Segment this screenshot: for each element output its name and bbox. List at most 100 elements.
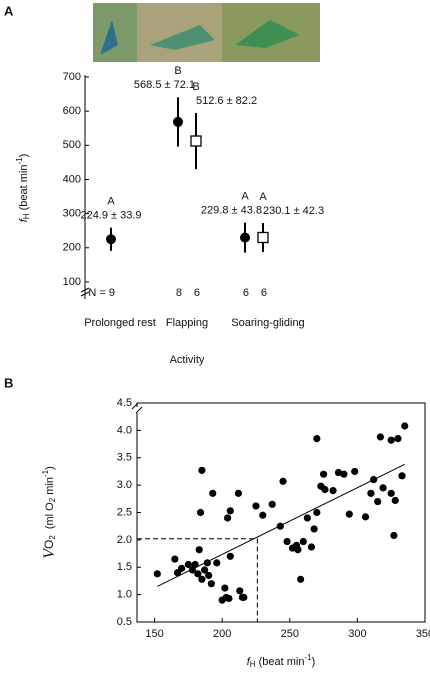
label-part: ) — [18, 154, 30, 158]
x-tick-label: 250 — [281, 628, 299, 640]
point — [195, 546, 203, 554]
point — [303, 514, 311, 522]
y-tick-label: 500 — [63, 139, 81, 151]
label-part: -1 — [41, 469, 50, 477]
break-gap — [133, 407, 141, 413]
y-tick-label: 3.5 — [117, 452, 132, 464]
point — [345, 510, 353, 518]
axis-break — [80, 287, 90, 293]
reference-line — [137, 538, 258, 622]
bird — [100, 20, 118, 55]
point — [240, 232, 250, 243]
point — [198, 466, 206, 474]
point — [387, 436, 395, 444]
x-tick-label: Prolonged rest — [84, 317, 156, 329]
y-axis-label: VO2(ml O2 min-1) — [41, 466, 58, 559]
point — [153, 570, 161, 578]
point — [297, 575, 305, 583]
point — [376, 433, 384, 441]
bird — [235, 20, 300, 48]
point — [294, 546, 302, 554]
point — [334, 468, 343, 477]
label-part: 2 — [48, 535, 57, 540]
point — [209, 489, 217, 497]
value-label: 224.9 ± 33.9 — [80, 210, 141, 222]
axis-break — [135, 406, 143, 414]
point — [310, 525, 318, 533]
point — [207, 580, 215, 588]
point — [234, 489, 243, 497]
point — [379, 484, 387, 492]
point — [283, 537, 291, 546]
photo — [137, 3, 222, 62]
point — [351, 467, 359, 476]
point — [205, 571, 213, 580]
point — [257, 231, 269, 244]
point — [171, 555, 179, 563]
point — [307, 543, 316, 551]
axis-break — [80, 291, 90, 297]
point — [223, 514, 232, 522]
point — [184, 560, 192, 569]
y-tick-label: 1.5 — [117, 561, 132, 573]
label-part: H — [22, 213, 31, 219]
y-tick-label: 2.0 — [117, 534, 132, 546]
point — [178, 564, 186, 572]
letter-label: A — [259, 191, 267, 203]
y-tick-label: 4.0 — [117, 424, 132, 436]
point — [268, 500, 276, 508]
y-tick-label: 1.0 — [117, 589, 132, 601]
point — [361, 513, 370, 521]
bird — [150, 25, 215, 50]
y-tick-label: 600 — [63, 105, 81, 117]
panel-label: A — [4, 3, 14, 18]
point — [226, 507, 234, 515]
y-tick-label: 4.5 — [117, 397, 132, 409]
x-tick-label: 350 — [416, 628, 430, 640]
point — [390, 531, 398, 540]
point — [279, 477, 287, 485]
point — [194, 570, 202, 578]
point — [313, 434, 321, 443]
y-tick-label: 300 — [63, 208, 81, 220]
letter-label: A — [241, 191, 249, 203]
point — [401, 422, 409, 430]
point — [259, 511, 267, 519]
label-part: f — [18, 218, 30, 222]
point — [173, 116, 183, 127]
value-label: 230.1 ± 42.3 — [263, 205, 324, 217]
label-part: (ml O — [44, 502, 56, 529]
letter-label: A — [107, 196, 115, 208]
y-tick-label: 700 — [63, 71, 81, 83]
n-label: N = 9 — [88, 287, 115, 299]
point — [213, 559, 221, 567]
label-part: 2 — [48, 497, 57, 502]
point — [225, 594, 233, 603]
letter-label: B — [192, 81, 199, 93]
point — [321, 485, 329, 494]
panel-label: B — [4, 375, 13, 390]
label-part: V — [41, 547, 58, 559]
point — [276, 522, 284, 530]
n-label: 6 — [261, 287, 267, 299]
point — [252, 502, 260, 510]
point — [299, 537, 307, 546]
y-tick-label: 400 — [63, 173, 81, 185]
point — [367, 489, 375, 497]
label-part: (beat min — [256, 656, 305, 668]
y-tick-label: 3.0 — [117, 479, 132, 491]
label-part: ) — [44, 466, 56, 470]
point — [190, 135, 202, 147]
label-part: H — [250, 660, 256, 669]
y-axis-label: fH (beat min-1) — [15, 154, 31, 223]
label-part: f — [247, 656, 251, 668]
point — [329, 487, 337, 495]
x-axis-label: Activity — [170, 354, 205, 366]
value-label: 512.6 ± 82.2 — [196, 95, 257, 107]
point — [394, 434, 402, 443]
value-label: 229.8 ± 43.8 — [201, 205, 262, 217]
point — [240, 593, 248, 601]
point — [398, 472, 406, 480]
x-tick-label: 300 — [348, 628, 366, 640]
n-label: 8 — [176, 287, 182, 299]
